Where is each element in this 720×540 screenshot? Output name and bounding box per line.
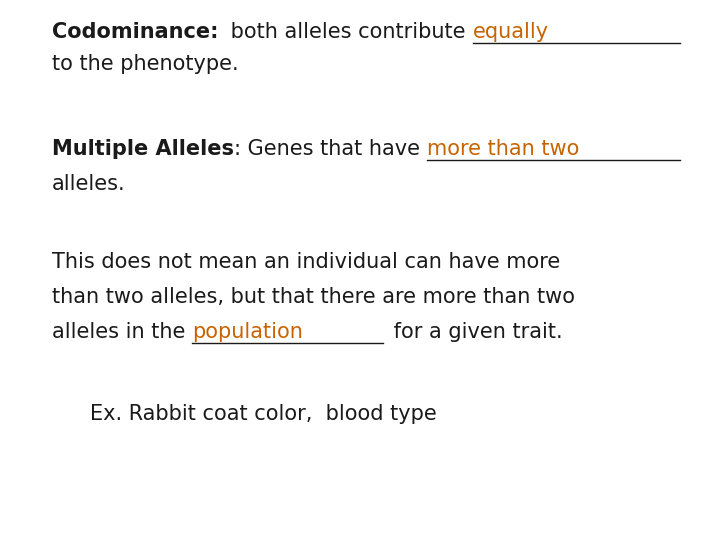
Text: alleles.: alleles. — [52, 174, 125, 194]
Text: Multiple Alleles: Multiple Alleles — [52, 139, 234, 159]
Text: equally: equally — [472, 22, 549, 42]
Text: This does not mean an individual can have more: This does not mean an individual can hav… — [52, 252, 560, 272]
Text: alleles in the: alleles in the — [52, 322, 192, 342]
Text: more than two: more than two — [427, 139, 579, 159]
Text: : Genes that have: : Genes that have — [234, 139, 427, 159]
Text: to the phenotype.: to the phenotype. — [52, 54, 238, 74]
Text: Codominance:: Codominance: — [52, 22, 218, 42]
Text: Ex. Rabbit coat color,  blood type: Ex. Rabbit coat color, blood type — [90, 404, 437, 424]
Text: both alleles contribute: both alleles contribute — [225, 22, 472, 42]
Text: population: population — [192, 322, 303, 342]
Text: for a given trait.: for a given trait. — [387, 322, 562, 342]
Text: than two alleles, but that there are more than two: than two alleles, but that there are mor… — [52, 287, 575, 307]
